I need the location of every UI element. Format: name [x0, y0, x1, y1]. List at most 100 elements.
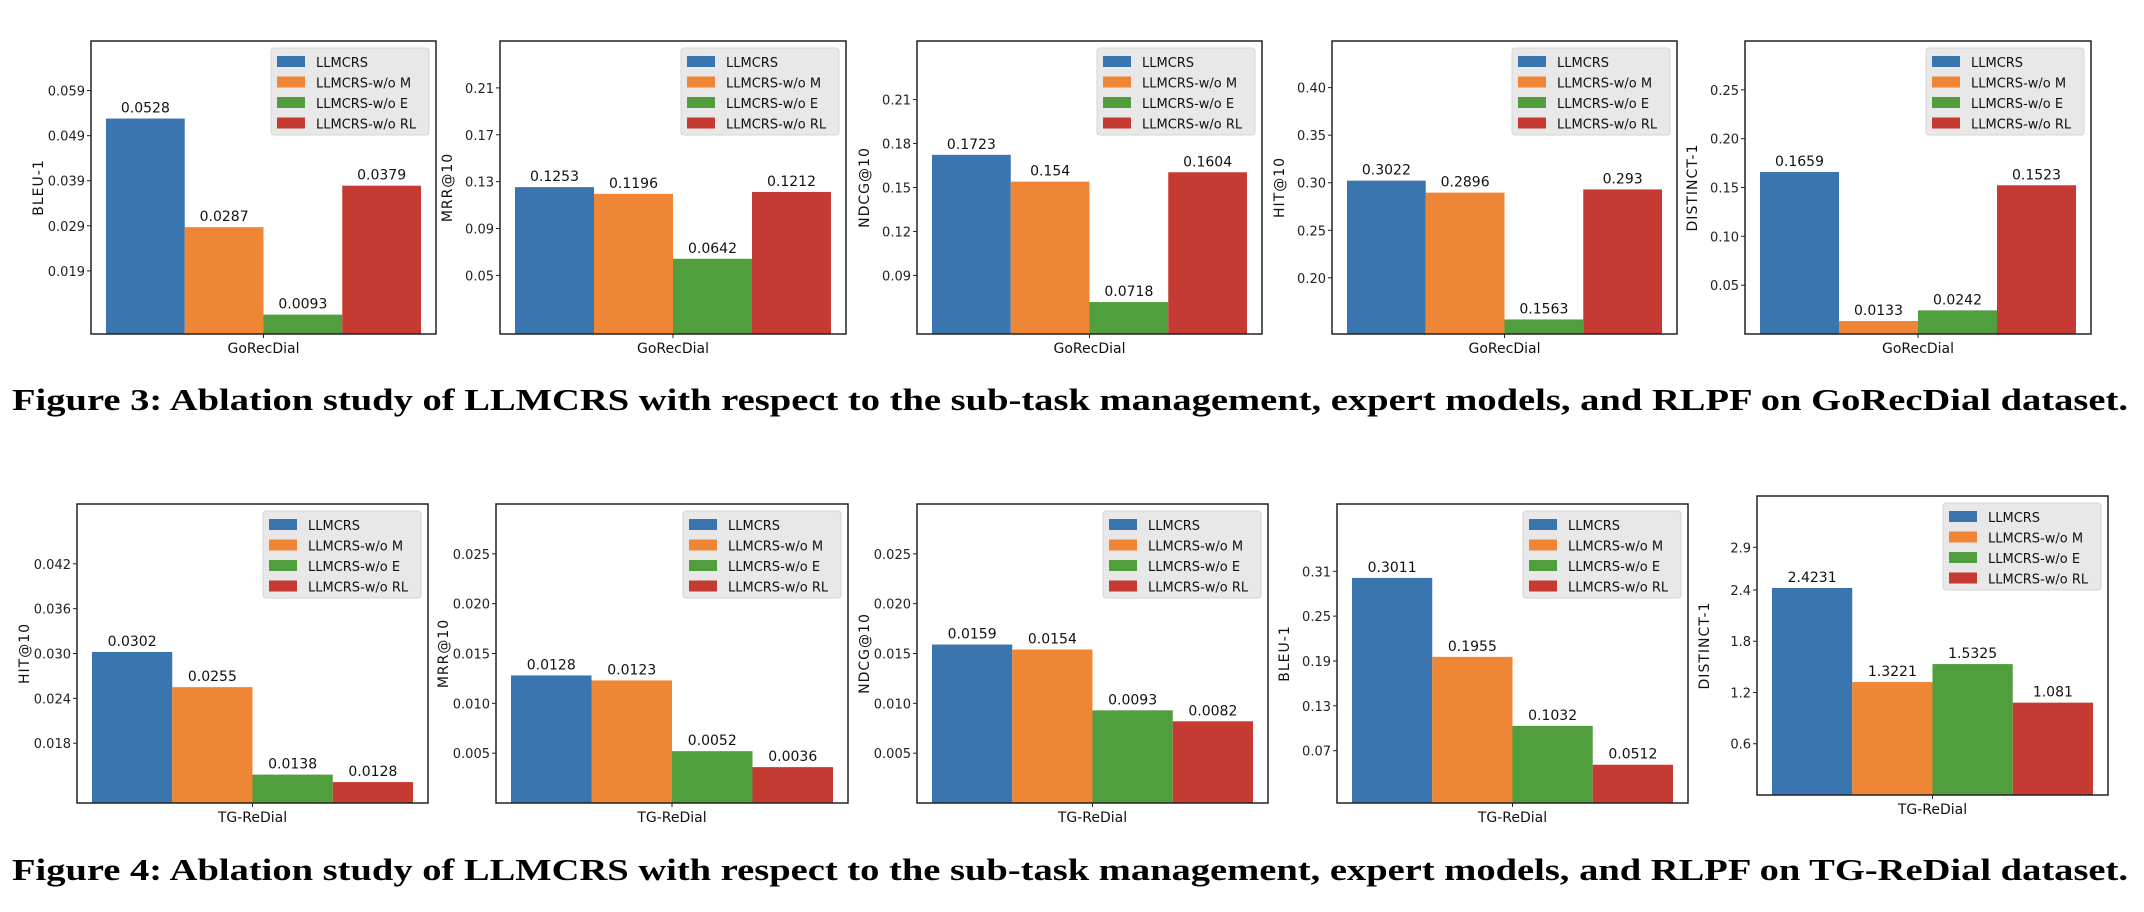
legend-swatch	[277, 56, 305, 67]
y-tick-label: 0.049	[48, 130, 85, 145]
legend-label: LLMCRS-w/o RL	[728, 581, 829, 596]
x-tick-label: TG-ReDial	[1057, 810, 1127, 826]
legend: LLMCRS LLMCRS-w/o M LLMCRS-w/o E LLMCRS-w/o…	[1942, 502, 2102, 591]
chart-7: 0.0128 0.0123 0.0052 0.0036 0.005 0.010 0.015 0…	[436, 503, 849, 826]
legend-swatch	[1949, 511, 1977, 522]
legend-label: LLMCRS-w/o RL	[1988, 573, 2089, 588]
x-tick-label: TG-ReDial	[217, 810, 287, 826]
legend-box	[1925, 47, 2085, 136]
legend-box	[262, 510, 422, 599]
bar	[1010, 181, 1090, 334]
legend-label: LLMCRS-w/o E	[1142, 97, 1234, 112]
data-label: 0.1523	[2012, 167, 2061, 183]
legend-swatch	[277, 76, 305, 88]
bar	[1089, 302, 1169, 334]
data-label: 0.0133	[1854, 303, 1903, 319]
y-tick-label: 0.015	[874, 648, 911, 663]
legend-label: LLMCRS-w/o M	[1971, 77, 2066, 92]
legend-swatch	[269, 519, 297, 530]
data-label: 0.1253	[530, 169, 579, 185]
y-tick-label: 2.9	[1730, 541, 1751, 556]
legend-swatch	[689, 519, 717, 530]
bar	[1432, 656, 1513, 803]
data-label: 0.0052	[688, 733, 737, 749]
y-tick-label: 0.15	[882, 182, 911, 197]
bar	[1760, 171, 1839, 334]
legend-swatch	[1529, 519, 1557, 530]
data-label: 0.0123	[607, 662, 656, 678]
data-label: 0.1659	[1775, 154, 1824, 170]
chart-8: 0.0159 0.0154 0.0093 0.0082 0.005 0.010 0.015 0…	[857, 503, 1269, 826]
bar	[1772, 587, 1853, 795]
legend: LLMCRS LLMCRS-w/o M LLMCRS-w/o E LLMCRS-w/o…	[1096, 47, 1256, 136]
legend-swatch	[1529, 560, 1557, 571]
y-tick-label: 0.40	[1297, 82, 1326, 97]
legend-label: LLMCRS	[728, 519, 780, 534]
legend-swatch	[687, 56, 715, 67]
chart-5: 0.1659 0.0133 0.0242 0.1523 0.05 0.10 0.15 0.20…	[1685, 40, 2092, 357]
legend-swatch	[1949, 531, 1977, 543]
y-tick-label: 2.4	[1730, 584, 1751, 599]
data-label: 0.0512	[1608, 747, 1657, 763]
y-tick-label: 0.17	[465, 129, 494, 144]
x-tick-label: GoRecDial	[228, 341, 300, 357]
data-label: 0.0138	[268, 757, 317, 773]
y-axis-label: DISTINCT-1	[1697, 602, 1713, 690]
figure-4-caption: Figure 4: Ablation study of LLMCRS with …	[12, 852, 2128, 887]
y-tick-label: 0.10	[1710, 230, 1739, 245]
legend-swatch	[687, 97, 715, 108]
bar	[1839, 321, 1918, 334]
legend-swatch	[1109, 519, 1137, 530]
legend-box	[680, 47, 840, 136]
legend-swatch	[1949, 572, 1977, 584]
bar	[263, 314, 343, 334]
legend-label: LLMCRS-w/o M	[728, 540, 823, 555]
x-tick-label: GoRecDial	[637, 341, 709, 357]
legend-swatch	[1518, 117, 1546, 129]
legend-swatch	[689, 539, 717, 551]
data-label: 0.0379	[357, 168, 406, 184]
data-label: 0.0159	[948, 627, 997, 643]
data-label: 0.0036	[768, 749, 817, 765]
y-tick-label: 0.020	[874, 598, 911, 613]
data-label: 0.0093	[278, 297, 327, 313]
y-axis-label: MRR@10	[440, 153, 456, 222]
legend-box	[1942, 502, 2102, 591]
legend-label: LLMCRS-w/o E	[316, 97, 408, 112]
bar	[1092, 710, 1173, 803]
bar	[1425, 192, 1505, 334]
legend-label: LLMCRS-w/o E	[1568, 560, 1660, 575]
chart-10: 2.4231 1.3221 1.5325 1.081 0.6 1.2 1.8 2.4 2.9 TG…	[1697, 495, 2109, 818]
y-axis-label: BLEU-1	[31, 159, 47, 215]
y-tick-label: 0.25	[1297, 224, 1326, 239]
legend-swatch	[277, 117, 305, 129]
x-tick-label: TG-ReDial	[1477, 810, 1547, 826]
y-tick-label: 0.07	[1302, 745, 1331, 760]
y-tick-label: 0.015	[453, 648, 490, 663]
y-tick-label: 0.019	[48, 265, 85, 280]
legend-label: LLMCRS-w/o M	[316, 77, 411, 92]
legend-box	[270, 47, 430, 136]
y-tick-label: 1.2	[1730, 686, 1751, 701]
x-tick-label: TG-ReDial	[1897, 802, 1967, 818]
legend-box	[1102, 510, 1262, 599]
legend: LLMCRS LLMCRS-w/o M LLMCRS-w/o E LLMCRS-w/o…	[1925, 47, 2085, 136]
y-tick-label: 1.8	[1730, 635, 1751, 650]
legend-label: LLMCRS-w/o E	[308, 560, 400, 575]
bar	[591, 680, 672, 803]
data-label: 0.1212	[767, 174, 816, 190]
legend-swatch	[1932, 117, 1960, 129]
legend-label: LLMCRS-w/o M	[726, 77, 821, 92]
y-tick-label: 0.09	[465, 223, 494, 238]
legend-swatch	[1103, 117, 1131, 129]
legend-swatch	[1518, 97, 1546, 108]
legend-swatch	[1932, 97, 1960, 108]
bar	[511, 675, 592, 803]
x-tick-label: GoRecDial	[1882, 341, 1954, 357]
legend-label: LLMCRS-w/o M	[1148, 540, 1243, 555]
x-tick-label: GoRecDial	[1054, 341, 1126, 357]
data-label: 0.0302	[108, 634, 157, 650]
legend: LLMCRS LLMCRS-w/o M LLMCRS-w/o E LLMCRS-w/o…	[682, 510, 842, 599]
bar	[752, 191, 831, 334]
legend-label: LLMCRS-w/o E	[1557, 97, 1649, 112]
